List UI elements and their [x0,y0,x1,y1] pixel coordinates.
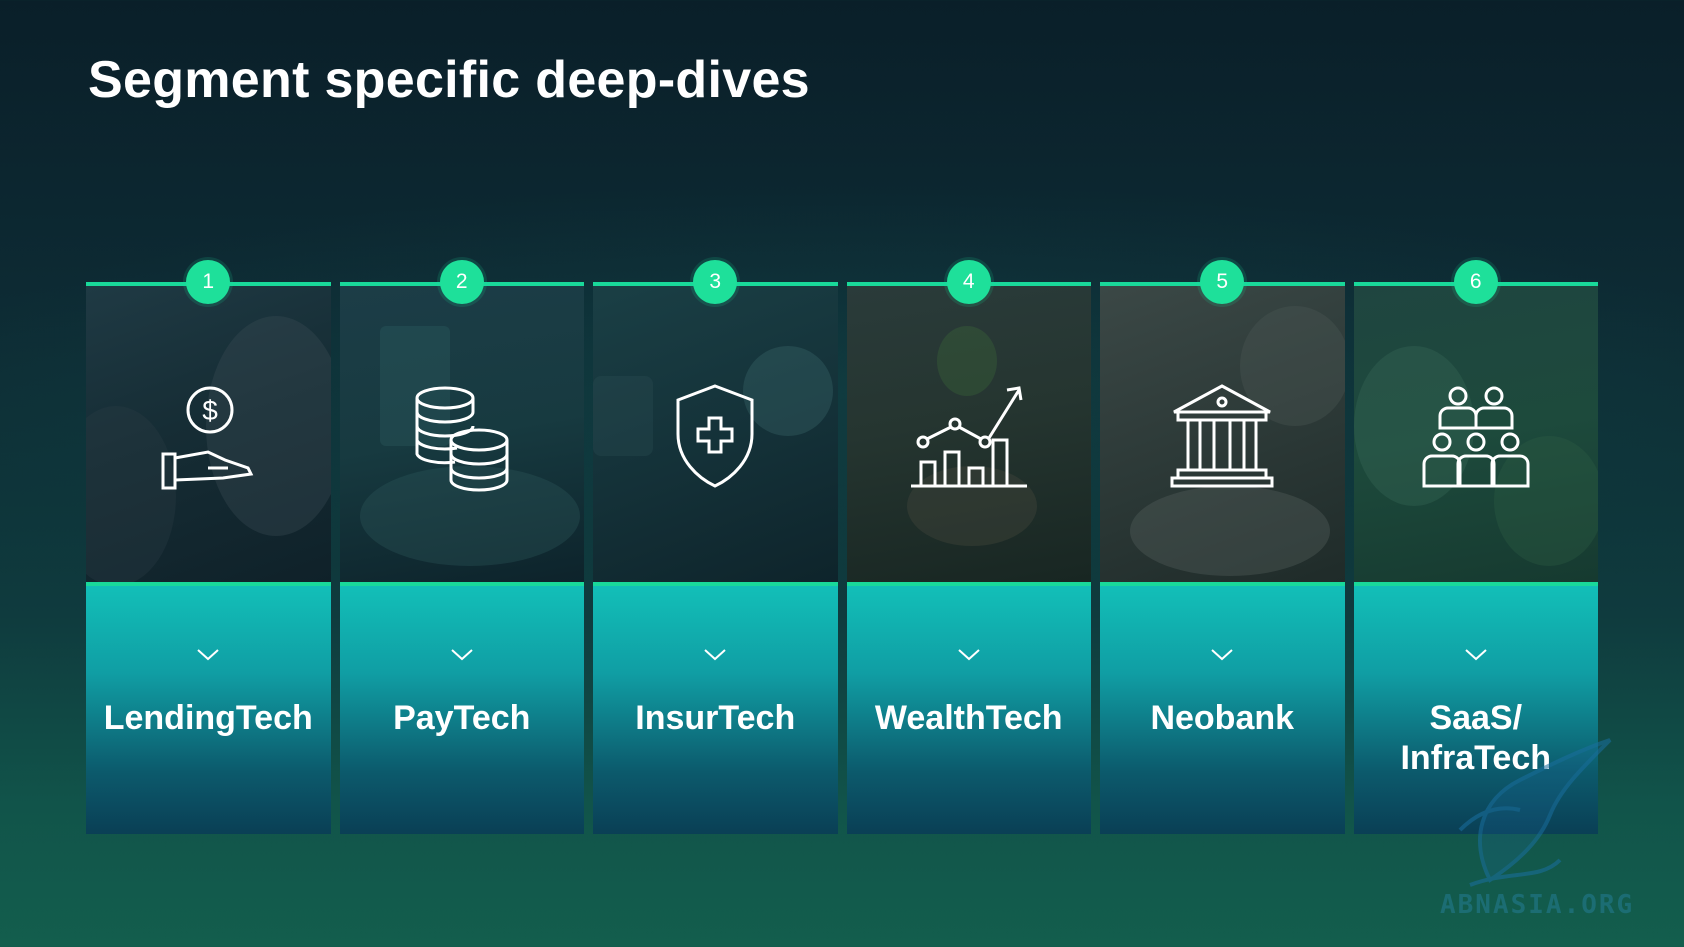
segment-card-insurtech[interactable]: 3 InsurTech [593,260,838,834]
segment-card-saas-infratech[interactable]: 6 SaaS/ InfraTech [1353,260,1598,834]
card-bottom: WealthTech [846,582,1091,834]
card-photo [846,286,1091,582]
card-number-badge: 2 [439,260,484,304]
card-label-line2: InfraTech [1400,739,1551,777]
chevron-down-icon[interactable] [450,648,474,662]
growth-chart-icon [909,377,1029,497]
segment-card-paytech[interactable]: 2 PayTech [339,260,584,834]
shield-plus-icon [655,377,775,497]
watermark-text: ABNASIA.ORG [1440,890,1635,920]
card-label: WealthTech [874,699,1063,737]
card-label: LendingTech [103,699,313,737]
card-label: Neobank [1150,699,1295,737]
bank-building-icon [1162,377,1282,497]
card-bottom: LendingTech [86,582,331,834]
segment-card-lendingtech[interactable]: 1 $ LendingTech [86,260,331,834]
card-number-badge: 5 [1200,260,1245,304]
card-bottom: SaaS/ InfraTech [1353,582,1598,834]
card-label: InsurTech [635,699,796,737]
card-label: SaaS/ InfraTech [1360,698,1593,778]
chevron-down-icon[interactable] [957,648,981,662]
card-number-badge: 6 [1453,260,1498,304]
card-photo [593,286,838,582]
card-number-badge: 1 [186,260,231,304]
card-photo [86,286,331,582]
segment-card-neobank[interactable]: 5 Neobank [1100,260,1345,834]
card-number-badge: 3 [693,260,738,304]
page-title: Segment specific deep-dives [88,51,810,109]
card-label: PayTech [393,699,531,737]
segment-card-wealthtech[interactable]: 4 WealthTech [846,260,1091,834]
chevron-down-icon[interactable] [703,648,727,662]
chevron-down-icon[interactable] [1464,648,1488,662]
chevron-down-icon[interactable] [1210,648,1234,662]
coins-stack-icon [402,377,522,497]
card-photo [1100,286,1345,582]
chevron-down-icon[interactable] [196,648,220,662]
hand-dollar-icon: $ [148,377,268,497]
segment-cards: 1 $ LendingTech 2 [86,260,1598,834]
watermark-griffin-icon [1458,738,1612,887]
card-label-line1: SaaS/ [1429,699,1523,737]
card-bottom: Neobank [1100,582,1345,834]
card-bottom: InsurTech [593,582,838,834]
card-bottom: PayTech [339,582,584,834]
people-group-icon [1416,377,1536,497]
card-number-badge: 4 [946,260,991,304]
svg-text:$: $ [202,395,218,426]
